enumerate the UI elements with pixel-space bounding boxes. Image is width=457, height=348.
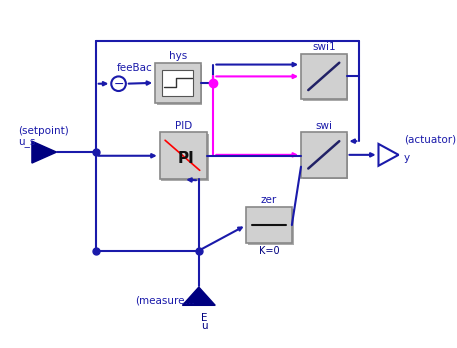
Text: (setpoint): (setpoint) — [18, 126, 69, 136]
Text: K=0: K=0 — [259, 246, 279, 256]
Text: feeBac: feeBac — [117, 63, 153, 73]
Text: PID: PID — [175, 121, 192, 130]
Bar — [162, 70, 193, 96]
Bar — [157, 65, 202, 105]
Text: u_s: u_s — [18, 137, 36, 147]
Bar — [303, 134, 348, 180]
Bar — [301, 54, 346, 99]
Polygon shape — [182, 287, 215, 305]
Text: y: y — [404, 152, 410, 163]
Text: (measure…: (measure… — [135, 296, 195, 306]
Bar — [301, 132, 346, 177]
Text: (actuator): (actuator) — [404, 134, 456, 144]
Bar — [155, 63, 201, 103]
Bar — [246, 207, 292, 243]
Circle shape — [111, 77, 126, 91]
Text: hys: hys — [169, 52, 187, 61]
Text: E: E — [201, 313, 207, 323]
Bar — [159, 132, 207, 180]
Text: zer: zer — [261, 196, 277, 205]
Text: u: u — [201, 321, 207, 331]
Text: swi1: swi1 — [312, 42, 335, 52]
Text: swi: swi — [315, 121, 332, 130]
Bar — [161, 134, 209, 181]
Polygon shape — [32, 141, 57, 163]
Bar — [248, 209, 294, 245]
Text: PI: PI — [178, 151, 194, 166]
Bar — [303, 55, 348, 101]
Text: −: − — [113, 78, 124, 91]
